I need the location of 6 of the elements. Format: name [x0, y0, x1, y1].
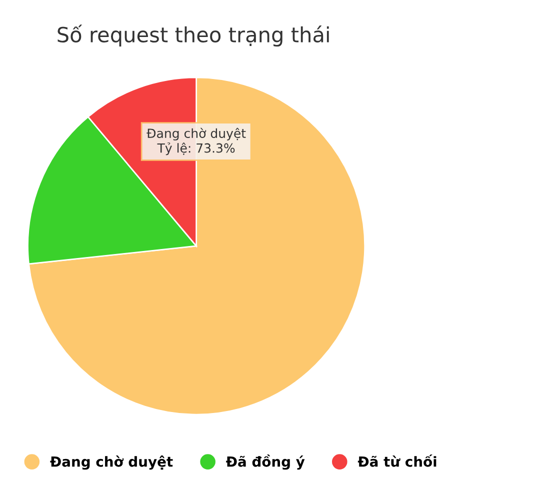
legend-label: Đang chờ duyệt	[50, 456, 173, 470]
chart-title: Số request theo trạng thái	[58, 24, 329, 47]
pie-slice	[28, 76, 366, 416]
legend-label: Đã đồng ý	[226, 454, 305, 470]
legend-label: Đã từ chối	[358, 454, 436, 467]
text: Đang chờ duyệt Tỷ lệ: 73.3%	[146, 128, 246, 156]
